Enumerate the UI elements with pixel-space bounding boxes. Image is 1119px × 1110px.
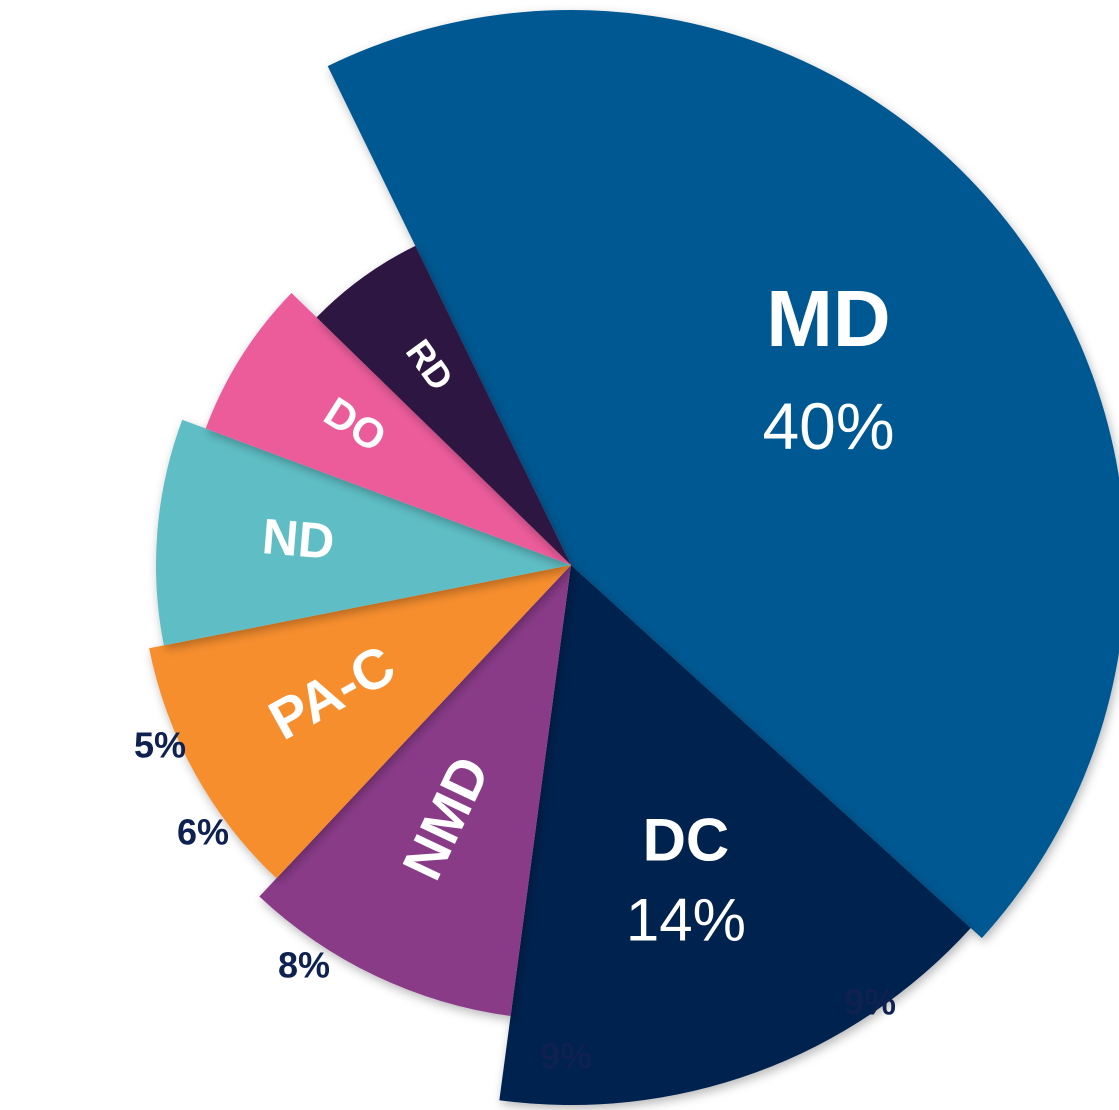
slice-label-dc: DC [643,807,730,874]
slice-value-do: 6% [177,812,229,853]
slice-label-nd: ND [260,508,337,570]
slice-nd [155,419,571,646]
slice-value-nmd: 9% [844,982,896,1023]
slice-label-md: MD [766,274,890,363]
slice-md [327,10,1119,939]
slice-nmd [259,565,571,1016]
slices-layer [149,10,1119,1105]
slice-rd [316,245,571,565]
slice-do [205,293,571,565]
slice-value-nd: 8% [278,945,330,986]
slice-value-md: 40% [762,389,894,463]
slice-value-pa-c: 9% [540,1036,592,1077]
slice-dc [499,565,971,1105]
slice-value-rd: 5% [134,725,186,766]
slice-value-dc: 14% [626,887,746,954]
slice-pa-c [149,565,571,879]
